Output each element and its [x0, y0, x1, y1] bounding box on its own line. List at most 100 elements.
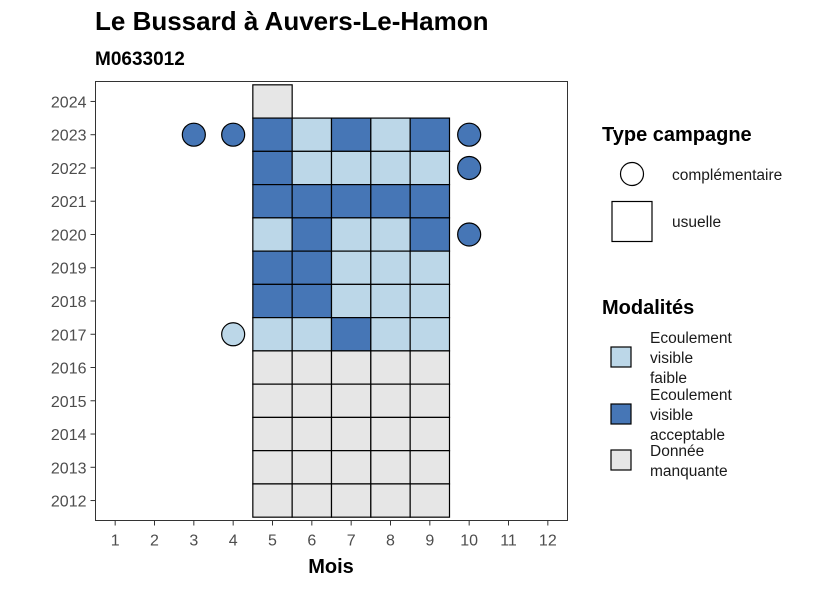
tile-2019-7	[330, 250, 372, 285]
tiles-layer	[252, 84, 451, 518]
y-tick-label-2023: 2023	[51, 128, 87, 145]
tile-2013-8	[370, 450, 411, 485]
y-tick-label-2021: 2021	[51, 194, 87, 211]
legend-label-manquante: Donnée manquante	[650, 443, 728, 480]
tile-2023-7	[330, 117, 372, 152]
legend-modalites: Modalités Ecoulement visible faible Ecou…	[602, 297, 736, 480]
tile-2015-5	[252, 383, 293, 419]
legend-label-acceptable-line-1: Ecoulement	[650, 387, 733, 404]
legend-label-manquante-line-2: manquante	[650, 463, 728, 480]
tile-2015-8	[370, 383, 411, 419]
tile-2016-9	[409, 350, 451, 385]
chart-subtitle: M0633012	[95, 49, 185, 70]
chart-title: Le Bussard à Auvers-Le-Hamon	[95, 6, 488, 36]
point-2023-10	[457, 122, 482, 147]
tile-2017-6	[291, 317, 333, 352]
tile-2020-5	[252, 217, 293, 252]
tile-2017-7	[330, 317, 372, 352]
y-tick-label-2022: 2022	[51, 161, 87, 178]
y-tick-label-2014: 2014	[51, 427, 87, 444]
tile-2014-6	[291, 416, 333, 452]
tile-2022-6	[291, 150, 333, 186]
tile-2018-9	[409, 283, 451, 319]
legend-type-label-complementaire: complémentaire	[672, 167, 782, 184]
tile-2021-6	[291, 183, 333, 219]
tile-2023-5	[252, 117, 293, 152]
x-tick-label-1: 1	[111, 533, 120, 550]
legend-key-manquante	[610, 449, 632, 471]
tile-2021-5	[252, 183, 293, 219]
tile-2019-6	[291, 250, 333, 285]
legend-label-acceptable: Ecoulement visible acceptable	[650, 387, 736, 444]
y-tick-label-2015: 2015	[51, 394, 87, 411]
tile-2018-7	[330, 283, 372, 319]
tile-2015-7	[330, 383, 372, 419]
x-axis: 1 2 3 4 5 6 7 8 9 10 11 12	[111, 520, 557, 550]
tile-2021-8	[370, 183, 411, 219]
tile-2019-5	[252, 250, 293, 285]
x-tick-label-9: 9	[425, 533, 434, 550]
y-tick-label-2018: 2018	[51, 294, 87, 311]
tile-2024-5	[252, 84, 293, 119]
legend-label-acceptable-line-3: acceptable	[650, 427, 725, 444]
tile-2023-8	[370, 117, 411, 152]
tile-2019-9	[409, 250, 451, 285]
tile-2014-5	[252, 416, 293, 452]
tile-2016-6	[291, 350, 333, 385]
tile-2012-7	[330, 483, 372, 518]
tile-2014-9	[409, 416, 451, 452]
legend-label-faible-line-2: visible	[650, 350, 693, 367]
point-2017-4	[221, 322, 246, 347]
y-tick-label-2024: 2024	[51, 94, 87, 111]
x-tick-label-8: 8	[386, 533, 395, 550]
tile-2018-8	[370, 283, 411, 319]
legend-label-manquante-line-1: Donnée	[650, 443, 704, 460]
y-tick-label-2020: 2020	[51, 227, 87, 244]
legend-square-key	[611, 200, 653, 243]
point-2023-3	[181, 122, 206, 147]
y-tick-label-2012: 2012	[51, 494, 87, 511]
legend-type-title: Type campagne	[602, 124, 752, 146]
x-tick-label-2: 2	[150, 533, 159, 550]
point-2022-10	[457, 155, 482, 181]
x-tick-label-7: 7	[347, 533, 356, 550]
legend-circle-key	[619, 161, 645, 187]
tile-2021-7	[330, 183, 372, 219]
legend-type-campagne: Type campagne complémentaire usuelle	[602, 124, 782, 243]
tile-2017-9	[409, 317, 451, 352]
tile-2014-7	[330, 416, 372, 452]
point-2023-4	[221, 122, 246, 147]
tile-2022-9	[409, 150, 451, 186]
tile-2012-5	[252, 483, 293, 518]
tile-2016-7	[330, 350, 372, 385]
y-tick-label-2016: 2016	[51, 361, 87, 378]
x-tick-label-11: 11	[500, 533, 517, 550]
tile-2020-9	[409, 217, 451, 252]
tile-2022-7	[330, 150, 372, 186]
tile-2015-9	[409, 383, 451, 419]
legend-key-faible	[610, 346, 632, 368]
legend-type-label-usuelle: usuelle	[672, 214, 721, 231]
legend-label-faible: Ecoulement visible faible	[650, 330, 736, 387]
tile-2022-5	[252, 150, 293, 186]
y-tick-label-2013: 2013	[51, 460, 87, 477]
y-tick-label-2019: 2019	[51, 261, 87, 278]
legend-label-faible-line-1: Ecoulement	[650, 330, 733, 347]
tile-2021-9	[409, 183, 451, 219]
tile-2013-7	[330, 450, 372, 485]
tile-2013-9	[409, 450, 451, 485]
x-tick-label-12: 12	[539, 533, 557, 550]
legend-key-acceptable	[610, 403, 632, 425]
tile-2012-8	[370, 483, 411, 518]
tile-2013-5	[252, 450, 293, 485]
x-axis-title: Mois	[308, 556, 354, 578]
tile-2023-9	[409, 117, 451, 152]
tile-2017-8	[370, 317, 411, 352]
tile-2020-6	[291, 217, 333, 252]
tile-2015-6	[291, 383, 333, 419]
x-tick-label-4: 4	[229, 533, 238, 550]
tile-2022-8	[370, 150, 411, 186]
tile-2013-6	[291, 450, 333, 485]
tile-2016-5	[252, 350, 293, 385]
